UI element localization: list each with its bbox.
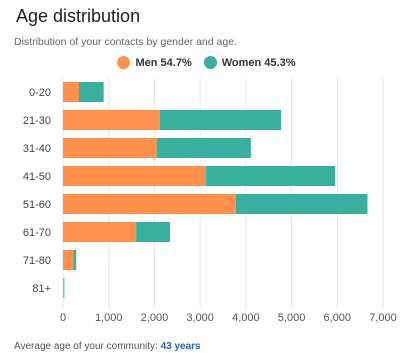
bar-men [63,194,236,214]
x-tick-label: 6,000 [324,312,352,324]
bar-men [63,82,79,102]
legend-swatch-men [117,56,131,69]
x-tick-label: 0 [60,312,66,324]
y-tick-label: 41-50 [23,171,51,183]
legend-item-men[interactable]: Men 54.7% [117,56,192,69]
x-tick-label: 7,000 [369,312,397,324]
bar-women [79,82,104,102]
chart-legend: Men 54.7% Women 45.3% [0,56,413,69]
y-tick-label: 31-40 [23,143,51,155]
y-tick-label: 71-80 [23,255,51,267]
bar-men [63,278,64,298]
y-tick-label: 21-30 [23,115,51,127]
bar-women [73,250,77,270]
x-tick-label: 5,000 [278,312,306,324]
average-age-label: Average age of your community: [14,341,158,352]
y-tick-label: 0-20 [29,87,51,99]
bar-men [63,138,157,158]
y-tick-label: 81+ [32,283,51,295]
legend-item-women[interactable]: Women 45.3% [203,56,296,69]
page-title: Age distribution [16,6,141,26]
bar-men [63,250,74,270]
bar-chart: 0 1,000 2,000 3,000 4,000 5,000 6,000 7,000 0-20… [23,78,397,324]
bar-women [206,166,335,186]
legend-label-women: Women 45.3% [221,56,296,69]
chart-subtitle: Distribution of your contacts by gender … [14,36,237,48]
legend-swatch-women [203,56,217,69]
x-tick-label: 4,000 [232,312,260,324]
average-age-value: 43 years [160,341,201,352]
legend-label-men: Men 54.7% [135,56,192,69]
bar-women [156,138,251,158]
bar-men [63,110,160,130]
bar-men [63,166,207,186]
bar-men [63,222,137,242]
x-tick-label: 3,000 [186,312,214,324]
bar-women [159,110,282,130]
bar-women [136,222,170,242]
bar-women [235,194,368,214]
average-age-footer: Average age of your community: 43 years [14,341,201,352]
y-tick-label: 51-60 [23,199,51,211]
x-tick-label: 1,000 [95,312,123,324]
x-tick-label: 2,000 [141,312,169,324]
y-tick-label: 61-70 [23,227,51,239]
